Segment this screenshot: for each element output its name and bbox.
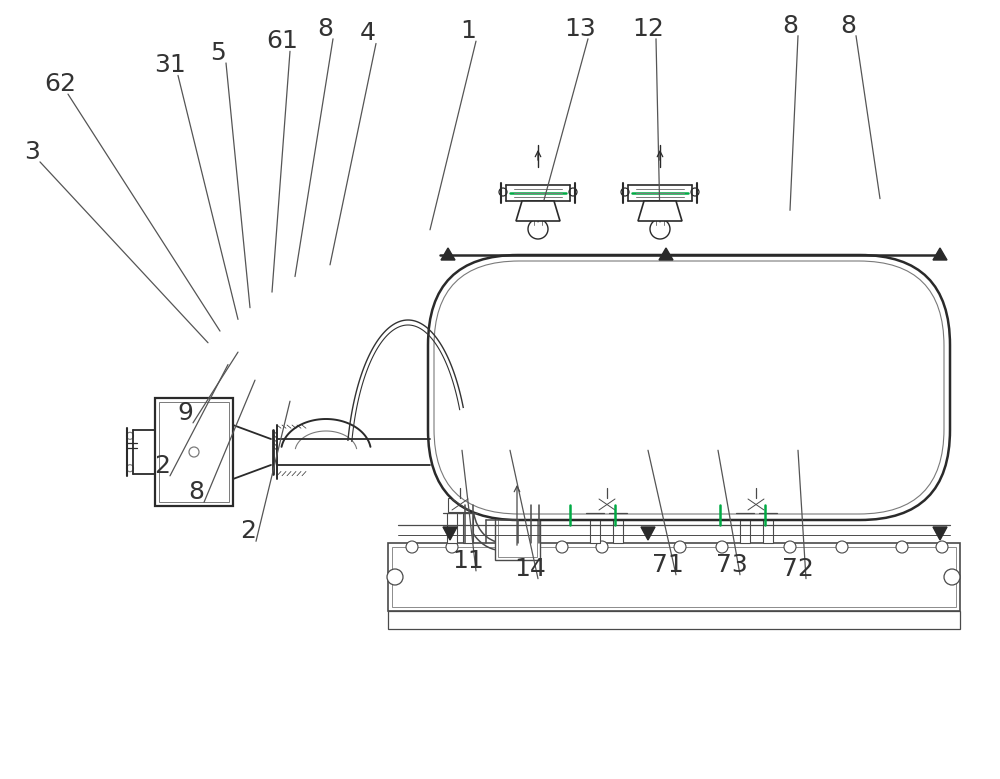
Text: 5: 5 xyxy=(210,41,226,65)
Text: 72: 72 xyxy=(782,557,814,580)
Circle shape xyxy=(596,541,608,553)
Bar xyxy=(763,513,773,543)
Text: 12: 12 xyxy=(632,17,664,41)
Circle shape xyxy=(836,541,848,553)
Text: 14: 14 xyxy=(514,557,546,580)
Circle shape xyxy=(126,465,134,472)
Polygon shape xyxy=(933,248,947,260)
Text: 8: 8 xyxy=(782,14,798,37)
Circle shape xyxy=(944,569,960,585)
Circle shape xyxy=(936,541,948,553)
Circle shape xyxy=(528,219,548,239)
Bar xyxy=(388,611,960,629)
Bar xyxy=(448,498,472,512)
Text: 2: 2 xyxy=(154,454,170,478)
Text: 8: 8 xyxy=(840,14,856,37)
Text: 13: 13 xyxy=(564,17,596,41)
Circle shape xyxy=(527,380,543,396)
Text: 11: 11 xyxy=(452,549,484,573)
Circle shape xyxy=(602,481,612,491)
Text: 1: 1 xyxy=(460,19,476,43)
Polygon shape xyxy=(638,201,682,221)
Bar xyxy=(595,498,619,512)
Polygon shape xyxy=(933,527,947,540)
Text: 9: 9 xyxy=(177,401,193,425)
Text: 62: 62 xyxy=(44,72,76,96)
Bar xyxy=(498,473,537,557)
Polygon shape xyxy=(516,201,560,221)
Circle shape xyxy=(446,541,458,553)
Circle shape xyxy=(126,432,134,439)
Bar xyxy=(159,402,229,502)
Text: 3: 3 xyxy=(24,140,40,164)
Text: 2: 2 xyxy=(240,520,256,543)
Text: 61: 61 xyxy=(266,30,298,53)
Circle shape xyxy=(896,541,908,553)
Bar xyxy=(463,513,473,543)
Circle shape xyxy=(556,541,568,553)
Circle shape xyxy=(650,219,670,239)
Bar xyxy=(495,470,540,560)
Bar xyxy=(155,398,233,506)
Polygon shape xyxy=(641,527,655,540)
Circle shape xyxy=(722,380,738,396)
Bar xyxy=(613,513,623,543)
Circle shape xyxy=(784,541,796,553)
Text: 8: 8 xyxy=(188,481,204,504)
Circle shape xyxy=(569,188,577,196)
Bar xyxy=(388,543,960,611)
Text: 4: 4 xyxy=(360,22,376,45)
Bar xyxy=(590,513,600,543)
Text: 73: 73 xyxy=(716,553,748,576)
Bar xyxy=(740,513,750,543)
Circle shape xyxy=(691,188,699,196)
Text: 8: 8 xyxy=(317,17,333,41)
Bar xyxy=(744,498,768,512)
Circle shape xyxy=(674,541,686,553)
Polygon shape xyxy=(441,248,455,260)
Circle shape xyxy=(499,188,507,196)
FancyBboxPatch shape xyxy=(428,255,950,520)
Bar xyxy=(392,547,956,607)
Circle shape xyxy=(621,188,629,196)
Circle shape xyxy=(751,481,761,491)
Circle shape xyxy=(455,481,465,491)
Circle shape xyxy=(189,447,199,457)
Circle shape xyxy=(387,569,403,585)
Circle shape xyxy=(406,541,418,553)
Polygon shape xyxy=(659,248,673,260)
Polygon shape xyxy=(443,527,457,540)
Text: 71: 71 xyxy=(652,553,684,576)
Circle shape xyxy=(716,541,728,553)
Text: 31: 31 xyxy=(154,54,186,77)
Bar xyxy=(447,513,457,543)
